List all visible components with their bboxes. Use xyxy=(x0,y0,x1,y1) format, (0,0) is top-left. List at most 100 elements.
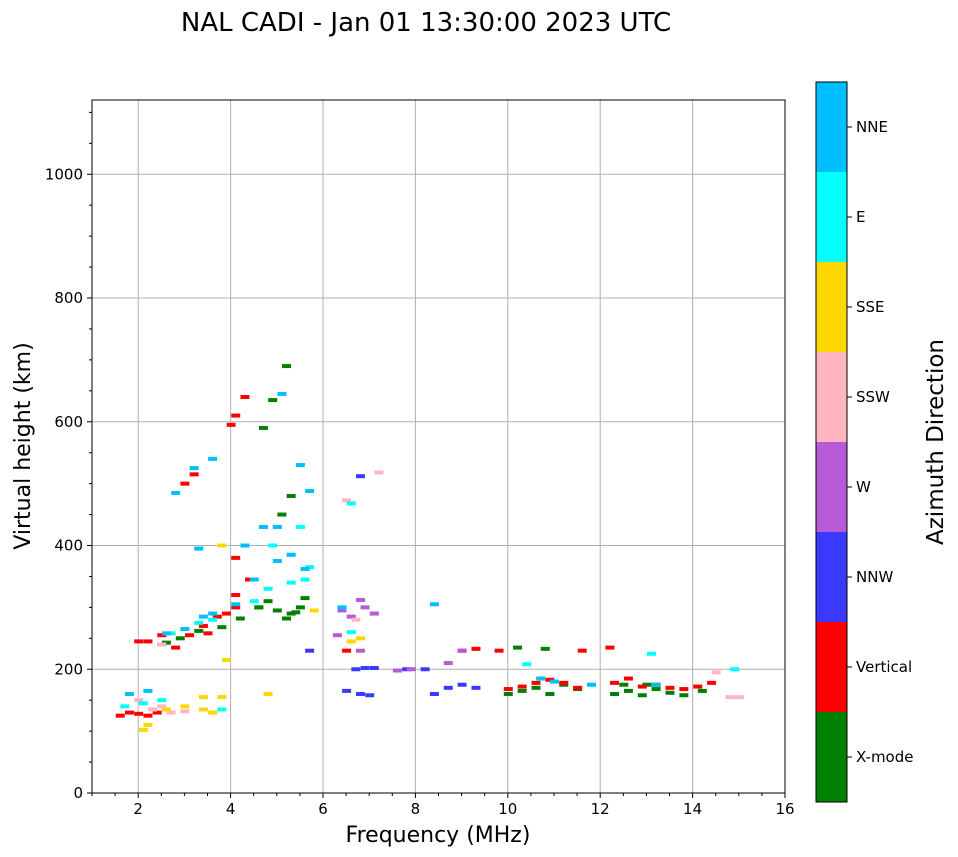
data-point xyxy=(351,617,361,622)
data-point xyxy=(471,685,481,690)
data-point xyxy=(623,676,633,681)
y-axis-label: Virtual height (km) xyxy=(11,342,36,549)
data-point xyxy=(194,546,204,551)
data-point xyxy=(263,599,273,604)
data-point xyxy=(559,680,569,685)
data-point xyxy=(517,688,527,693)
data-point xyxy=(226,422,236,427)
data-point xyxy=(231,593,241,597)
data-point xyxy=(157,698,167,703)
data-point xyxy=(545,692,555,696)
data-point xyxy=(651,682,661,687)
data-point xyxy=(217,695,227,700)
data-point xyxy=(309,608,319,613)
x-tick-label: 14 xyxy=(683,800,702,818)
data-point xyxy=(550,679,559,684)
data-point xyxy=(586,682,596,687)
data-point xyxy=(355,597,365,602)
data-point xyxy=(115,713,125,718)
data-point xyxy=(272,608,282,613)
data-point xyxy=(120,704,130,709)
x-tick-label: 12 xyxy=(591,800,610,818)
y-tick-label: 600 xyxy=(54,413,83,431)
data-point xyxy=(194,620,204,625)
data-point xyxy=(198,695,208,700)
data-point xyxy=(208,611,218,616)
data-point xyxy=(494,648,504,653)
data-point xyxy=(171,645,181,650)
data-point xyxy=(198,623,208,628)
chart-title: NAL CADI - Jan 01 13:30:00 2023 UTC xyxy=(181,8,671,38)
data-point xyxy=(217,625,227,630)
data-point xyxy=(346,501,356,506)
data-point xyxy=(180,627,190,632)
data-point xyxy=(503,692,513,696)
data-point xyxy=(295,605,305,610)
data-point xyxy=(231,605,241,610)
data-point xyxy=(665,685,675,690)
data-point xyxy=(198,707,208,712)
colorbar-category-label: E xyxy=(856,208,865,226)
data-point xyxy=(268,543,278,548)
data-point xyxy=(217,543,227,548)
data-point xyxy=(513,645,523,650)
data-point xyxy=(605,645,615,650)
data-point xyxy=(360,605,370,610)
data-point xyxy=(286,580,296,585)
data-point xyxy=(342,498,352,503)
plot-background xyxy=(92,100,785,793)
data-point xyxy=(305,489,315,494)
data-point xyxy=(258,425,268,430)
data-point xyxy=(351,667,361,672)
data-point xyxy=(730,667,740,672)
data-point xyxy=(355,474,365,479)
x-axis-label: Frequency (MHz) xyxy=(346,823,531,848)
x-tick-label: 10 xyxy=(498,800,517,818)
x-tick-label: 2 xyxy=(133,800,143,818)
data-point xyxy=(536,676,546,681)
data-point xyxy=(235,616,245,621)
data-point xyxy=(346,630,356,635)
data-point xyxy=(420,667,430,672)
data-point xyxy=(295,463,305,468)
colorbar-segment xyxy=(816,532,847,622)
data-point xyxy=(240,543,250,548)
data-point xyxy=(707,680,717,685)
data-point xyxy=(651,687,661,692)
data-point xyxy=(522,662,532,667)
data-point xyxy=(637,693,647,698)
data-point xyxy=(369,666,379,671)
data-point xyxy=(175,636,185,641)
data-point xyxy=(272,558,282,563)
data-point xyxy=(185,633,195,638)
y-tick-label: 1000 xyxy=(45,165,83,183)
colorbar-category-label: Vertical xyxy=(856,658,912,676)
data-point xyxy=(263,586,273,591)
colorbar-category-label: SSE xyxy=(856,298,885,316)
data-point xyxy=(374,470,384,475)
data-point xyxy=(166,710,176,715)
data-point xyxy=(180,481,190,486)
data-point xyxy=(369,611,379,616)
data-point xyxy=(725,695,735,700)
data-point xyxy=(360,666,370,671)
data-point xyxy=(134,711,144,716)
data-point xyxy=(161,707,171,712)
data-point xyxy=(282,616,292,621)
data-point xyxy=(610,680,620,685)
data-point xyxy=(143,722,153,727)
data-point xyxy=(300,577,310,582)
data-point xyxy=(429,602,439,607)
y-tick-label: 800 xyxy=(54,289,83,307)
data-point xyxy=(429,692,439,696)
data-point xyxy=(268,398,278,403)
data-point xyxy=(392,668,402,673)
x-tick-label: 4 xyxy=(226,800,236,818)
data-point xyxy=(545,677,555,682)
data-point xyxy=(531,680,541,685)
data-point xyxy=(152,710,162,715)
data-point xyxy=(647,651,657,656)
colorbar-category-label: SSW xyxy=(856,388,890,406)
data-point xyxy=(291,610,301,615)
data-point xyxy=(619,682,629,687)
